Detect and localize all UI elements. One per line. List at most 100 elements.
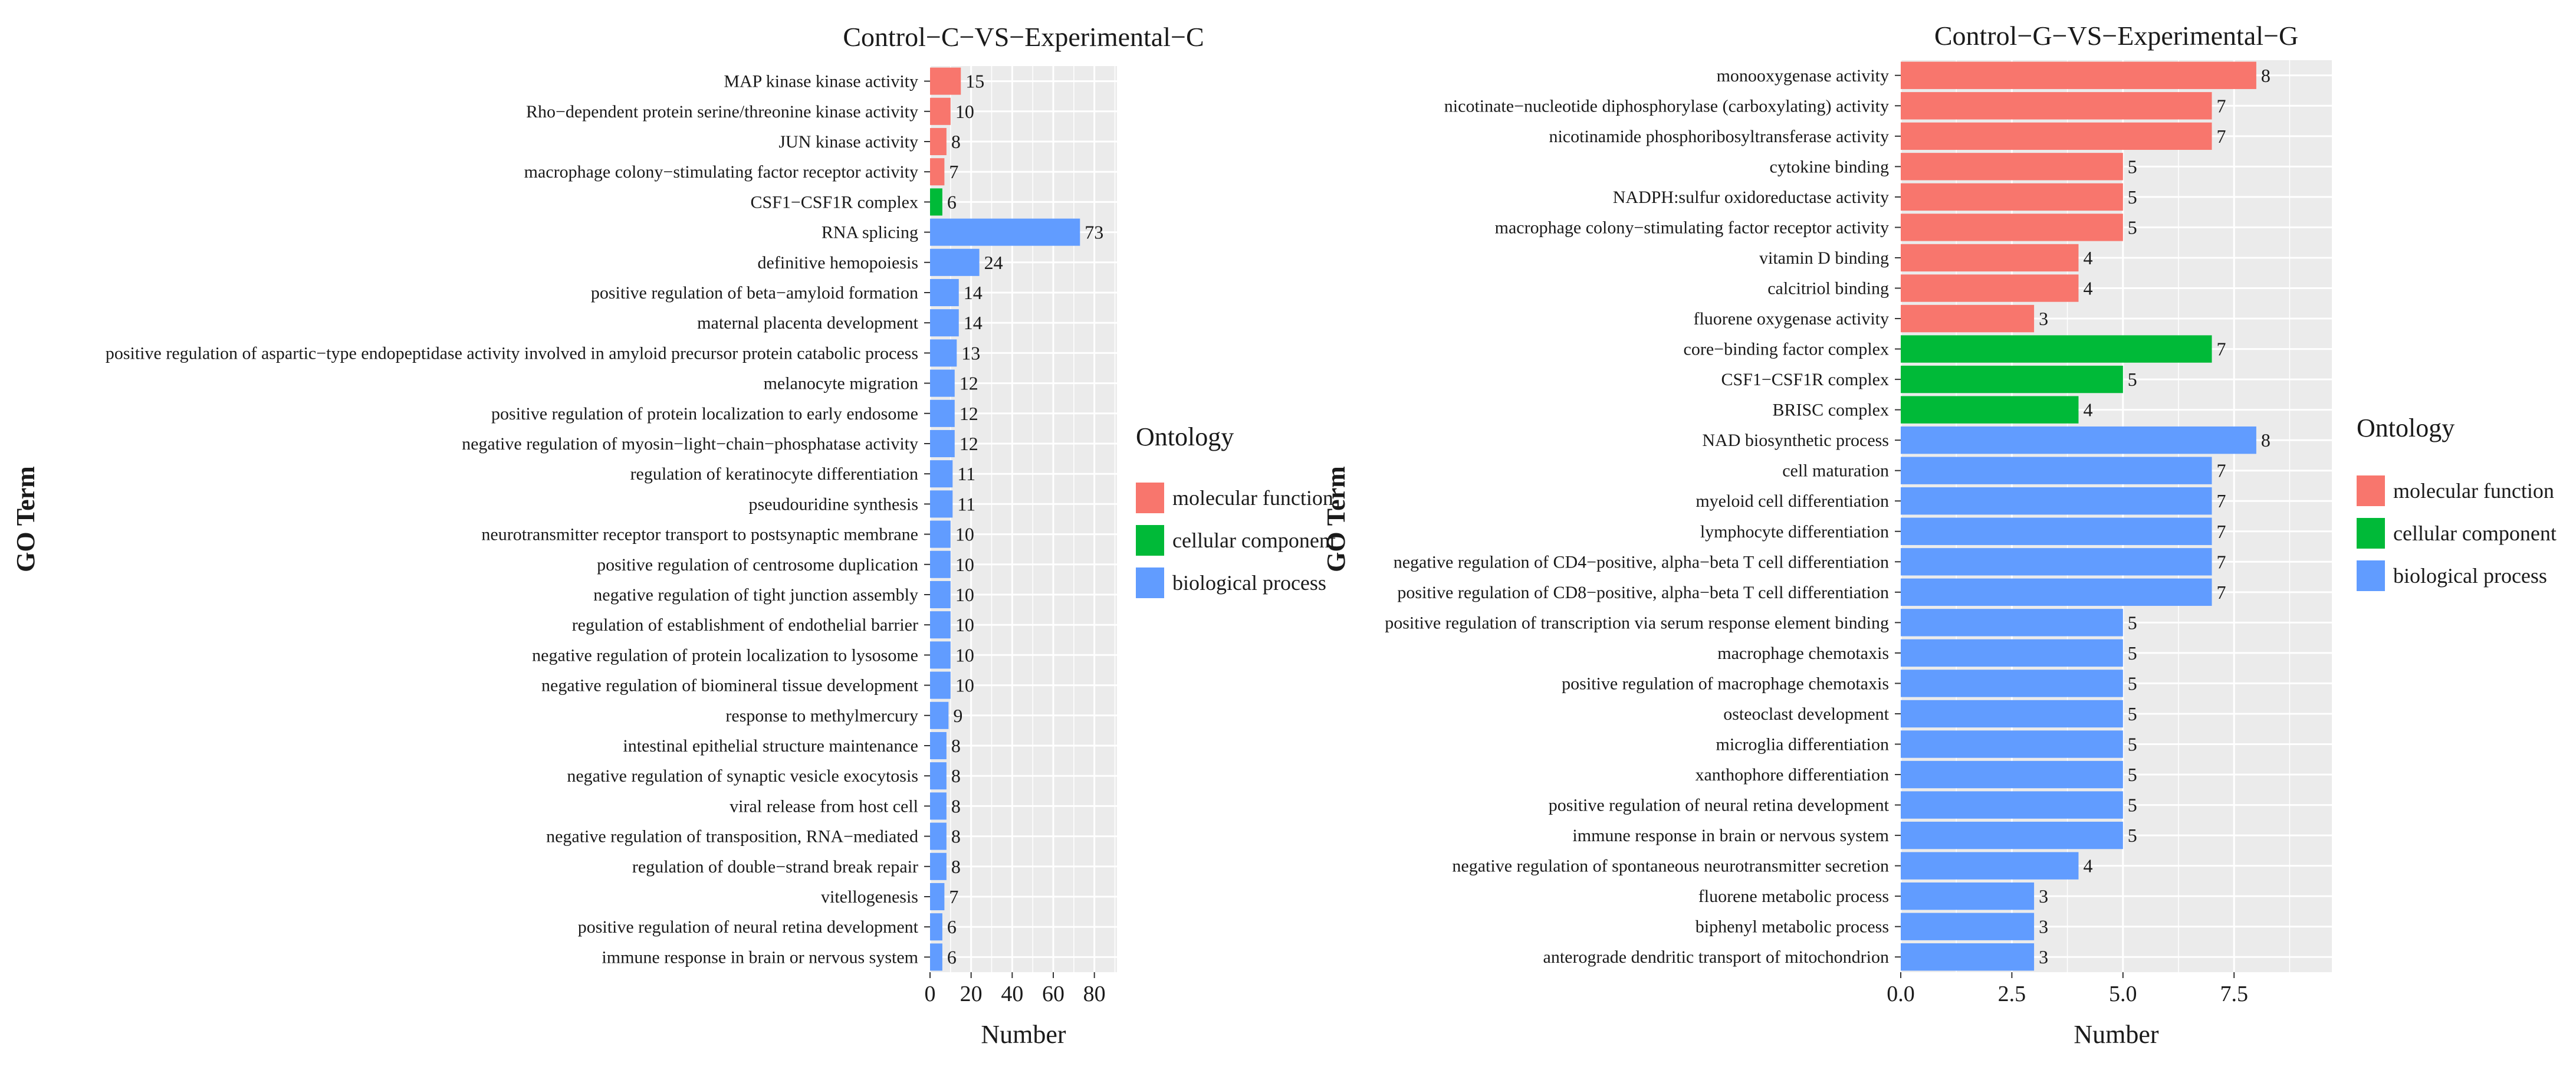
bar-value-label: 5 <box>2128 825 2137 846</box>
chart-title: Control−C−VS−Experimental−C <box>843 22 1204 52</box>
bar-value-label: 7 <box>2217 551 2226 572</box>
bar <box>1901 943 2035 971</box>
bar-value-label: 6 <box>947 191 957 212</box>
bar-value-label: 8 <box>951 765 961 786</box>
y-tick-label: positive regulation of transcription via… <box>1385 613 1889 632</box>
y-tick-label: osteoclast development <box>1723 704 1889 724</box>
bar-value-label: 10 <box>955 554 974 575</box>
bar-value-label: 8 <box>951 795 961 816</box>
bar-value-label: 7 <box>2217 460 2226 481</box>
y-axis-title: GO Term <box>1322 466 1351 572</box>
y-tick-label: Rho−dependent protein serine/threonine k… <box>526 102 918 122</box>
y-tick-label: positive regulation of neural retina dev… <box>578 917 919 937</box>
bar-value-label: 7 <box>2217 126 2226 147</box>
x-axis-title: Number <box>2074 1020 2159 1049</box>
bar <box>930 580 951 609</box>
bar <box>1901 92 2212 120</box>
bar <box>930 641 951 669</box>
bar-value-label: 8 <box>951 856 961 877</box>
y-tick-label: anterograde dendritic transport of mitoc… <box>1543 947 1889 967</box>
bar-value-label: 12 <box>960 373 978 394</box>
legend-label: cellular component <box>2393 521 2557 545</box>
y-tick-label: negative regulation of spontaneous neuro… <box>1452 857 1889 876</box>
bar-value-label: 14 <box>964 282 983 303</box>
y-tick-label: macrophage colony−stimulating factor rec… <box>1495 218 1889 237</box>
y-tick-label: fluorene metabolic process <box>1698 887 1889 906</box>
bar <box>930 671 951 699</box>
bar <box>1901 214 2123 241</box>
bar <box>1901 335 2212 363</box>
y-tick-label: RNA splicing <box>822 223 918 242</box>
y-tick-label: neurotransmitter receptor transport to p… <box>481 525 918 544</box>
bar <box>930 309 959 337</box>
y-tick-label: macrophage colony−stimulating factor rec… <box>524 162 918 182</box>
bar <box>930 248 980 276</box>
y-tick-label: xanthophore differentiation <box>1695 765 1889 785</box>
bar <box>930 792 947 820</box>
y-tick-label: cell maturation <box>1782 461 1889 481</box>
bar <box>930 852 947 880</box>
bar <box>1901 670 2123 697</box>
bar-value-label: 5 <box>2128 369 2137 390</box>
legend-swatch <box>2357 560 2385 591</box>
y-tick-label: negative regulation of protein localizat… <box>532 645 918 665</box>
bar-value-label: 11 <box>957 463 975 484</box>
y-tick-label: myeloid cell differentiation <box>1696 491 1889 511</box>
bar-value-label: 5 <box>2128 642 2137 664</box>
legend-title: Ontology <box>1136 422 1234 451</box>
bar-value-label: 11 <box>957 493 975 514</box>
bar-value-label: 7 <box>2217 521 2226 542</box>
bar-value-label: 8 <box>2261 429 2271 451</box>
y-tick-label: CSF1−CSF1R complex <box>751 192 919 212</box>
y-tick-label: nicotinate−nucleotide diphosphorylase (c… <box>1444 96 1889 116</box>
y-tick-label: regulation of establishment of endotheli… <box>572 615 918 635</box>
y-tick-label: CSF1−CSF1R complex <box>1721 370 1890 389</box>
x-tick-label: 0 <box>925 982 936 1006</box>
y-tick-label: NADPH:sulfur oxidoreductase activity <box>1613 188 1889 207</box>
bar-value-label: 8 <box>951 826 961 847</box>
bar <box>1901 882 2035 910</box>
legend-label: biological process <box>2393 564 2547 588</box>
bar-value-label: 4 <box>2083 855 2092 877</box>
bar-value-label: 12 <box>960 433 978 454</box>
bar <box>1901 153 2123 181</box>
bar <box>930 188 942 216</box>
y-tick-label: positive regulation of neural retina dev… <box>1549 796 1890 815</box>
legend-swatch <box>1136 567 1164 598</box>
bar <box>930 67 961 95</box>
y-tick-label: negative regulation of transposition, RN… <box>546 827 918 847</box>
y-tick-label: positive regulation of CD8−positive, alp… <box>1397 583 1889 602</box>
x-tick-label: 7.5 <box>2220 982 2248 1006</box>
bar <box>1901 457 2212 484</box>
bar-value-label: 10 <box>955 101 974 122</box>
y-tick-label: immune response in brain or nervous syst… <box>1572 826 1889 845</box>
bar-value-label: 5 <box>2128 703 2137 724</box>
bar-value-label: 3 <box>2039 946 2048 967</box>
bar-value-label: 15 <box>965 71 984 92</box>
legend-label: biological process <box>1172 571 1326 595</box>
legend: Ontology molecular function cellular compo… <box>2357 414 2557 591</box>
bar-value-label: 6 <box>947 916 957 937</box>
bar <box>1901 913 2035 940</box>
bar <box>1901 365 2123 393</box>
plot-background <box>930 66 1117 972</box>
bar <box>1901 609 2123 637</box>
bar <box>930 520 951 548</box>
y-tick-label: positive regulation of aspartic−type end… <box>106 343 918 363</box>
bar <box>1901 700 2123 728</box>
bar-value-label: 5 <box>2128 764 2137 785</box>
bar <box>1901 791 2123 819</box>
bar <box>1901 304 2035 333</box>
bar-value-label: 4 <box>2083 399 2092 421</box>
y-tick-label: monooxygenase activity <box>1717 66 1889 86</box>
bar <box>930 158 945 186</box>
bar <box>1901 578 2212 606</box>
bar <box>930 490 953 518</box>
bar-value-label: 7 <box>2217 490 2226 511</box>
bar-value-label: 7 <box>949 886 958 907</box>
bar-value-label: 4 <box>2083 247 2092 268</box>
bar <box>930 611 951 639</box>
bar-value-label: 8 <box>951 131 961 152</box>
legend-swatch <box>1136 525 1164 556</box>
